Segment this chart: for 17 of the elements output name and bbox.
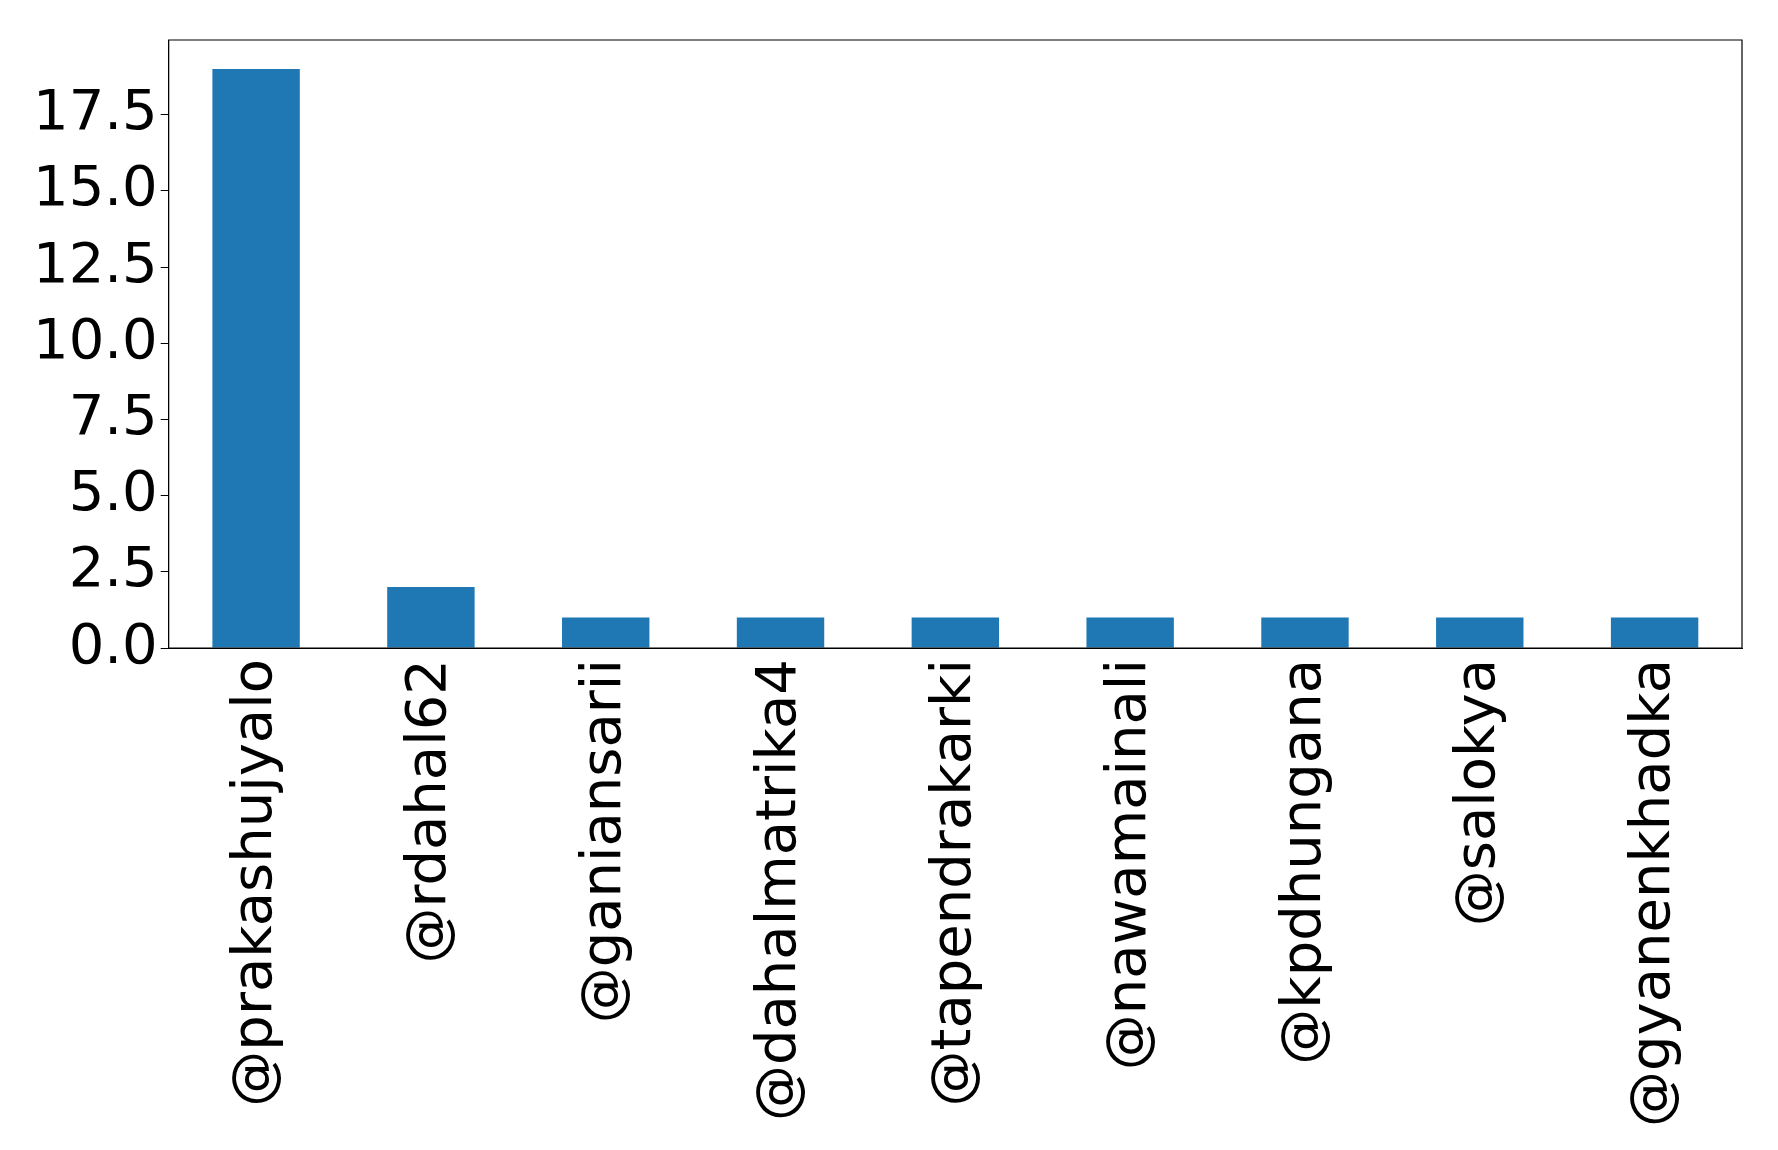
y-tick-label: 15.0	[33, 153, 158, 219]
x-tick-label: @tapendrakarki	[917, 659, 983, 1107]
y-tick-label: 2.5	[68, 534, 158, 600]
x-tick-label: @nawamainali	[1092, 659, 1158, 1071]
x-tick-label: @gyanenkhadka	[1617, 659, 1683, 1128]
y-tick-label: 5.0	[68, 458, 158, 524]
x-tick-label: @rdahal62	[393, 659, 459, 964]
y-tick-label: 12.5	[33, 229, 158, 295]
y-tick-label: 7.5	[68, 381, 158, 447]
y-tick-label: 0.0	[68, 610, 158, 676]
y-tick-label: 17.5	[33, 77, 158, 143]
x-tick-label: @dahalmatrika4	[743, 659, 809, 1122]
x-tick-label: @kpdhungana	[1267, 659, 1333, 1065]
y-tick-label: 10.0	[33, 305, 158, 371]
x-tick-label: @prakashujyalo	[218, 659, 284, 1107]
x-tick-label: @ganiansarii	[568, 659, 634, 1024]
x-tick-label: @salokya	[1442, 659, 1508, 927]
